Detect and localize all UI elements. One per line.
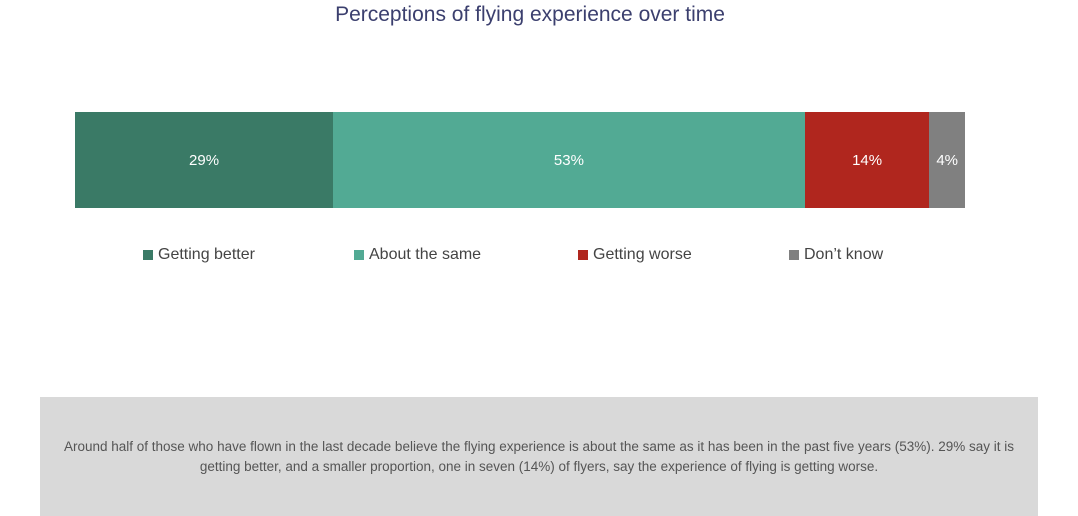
- legend-label: About the same: [369, 246, 482, 263]
- bar-segment-don-t-know: 4%: [929, 112, 965, 208]
- legend-item: Getting worse: [578, 246, 692, 264]
- legend-item: Don’t know: [789, 246, 883, 264]
- legend-label: Getting worse: [593, 246, 692, 263]
- legend-swatch: [354, 250, 364, 260]
- legend-swatch: [789, 250, 799, 260]
- stacked-bar: 29% 53% 14% 4%: [75, 112, 965, 208]
- legend-label: Getting better: [158, 246, 255, 263]
- legend-item: About the same: [354, 246, 481, 264]
- legend-swatch: [578, 250, 588, 260]
- summary-note: Around half of those who have flown in t…: [40, 397, 1038, 516]
- bar-segment-getting-better: 29%: [75, 112, 334, 208]
- bar-segment-getting-worse: 14%: [804, 112, 930, 208]
- bar-segment-about-the-same: 53%: [333, 112, 805, 208]
- chart-title: Perceptions of flying experience over ti…: [335, 3, 725, 26]
- data-label: 53%: [553, 151, 584, 169]
- data-label: 4%: [936, 151, 959, 169]
- legend-label: Don’t know: [804, 246, 884, 263]
- data-label: 14%: [852, 151, 883, 169]
- legend-swatch: [143, 250, 153, 260]
- data-label: 29%: [189, 151, 220, 169]
- legend-item: Getting better: [143, 246, 255, 264]
